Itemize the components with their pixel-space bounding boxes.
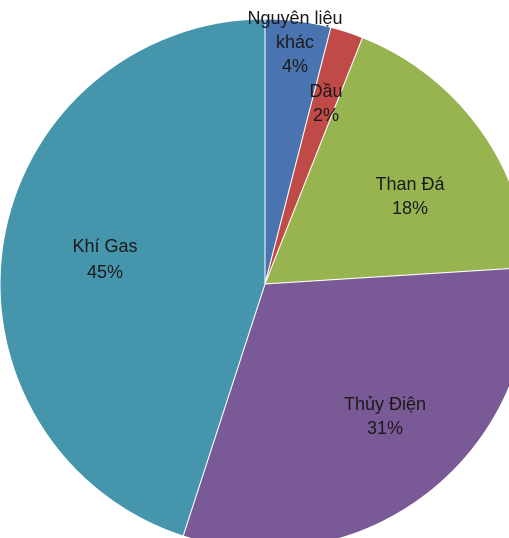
pie-slice-thuy-dien	[182, 268, 509, 538]
pie-percent-label-thuy-dien: 31%	[367, 418, 403, 438]
pie-name-label-nguyen-lieu-khac-1: khác	[276, 32, 314, 52]
pie-percent-label-khi-gas: 45%	[87, 262, 123, 282]
pie-labels: Nguyên liệu khác 4%Dầu 2% Than Đá 18% Thủy Điệ…	[72, 8, 445, 438]
pie-slice-khi-gas	[0, 18, 266, 537]
pie-name-label-dau-0: Dầu	[309, 81, 342, 101]
pie-name-label-than-da-0: Than Đá	[375, 174, 445, 194]
pie-name-label-thuy-dien-0: Thủy Điện	[344, 394, 426, 414]
pie-percent-label-dau: 2%	[313, 105, 339, 125]
pie-name-label-khi-gas-0: Khí Gas	[72, 236, 137, 256]
pie-slices	[0, 18, 509, 538]
pie-name-label-nguyen-lieu-khac-0: Nguyên liệu	[247, 8, 342, 28]
pie-percent-label-than-da: 18%	[392, 198, 428, 218]
pie-percent-label-nguyen-lieu-khac: 4%	[282, 56, 308, 76]
pie-slice-than-da	[264, 36, 509, 285]
